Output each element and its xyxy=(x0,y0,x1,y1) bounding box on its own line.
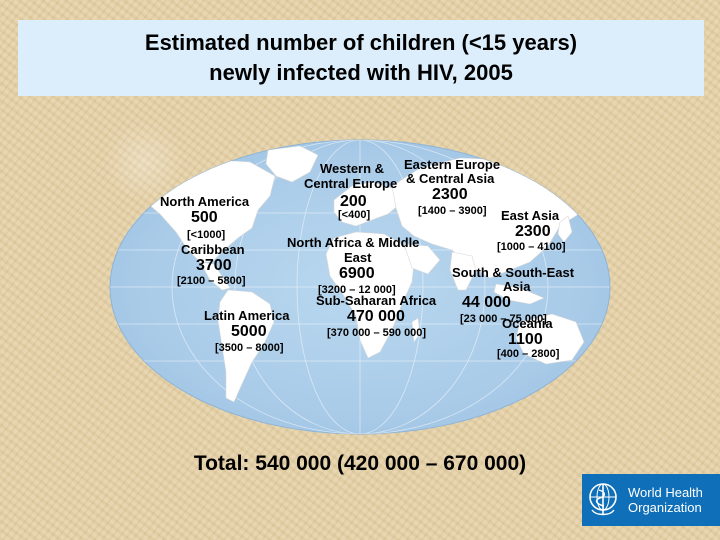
total-estimate: Total: 540 000 (420 000 – 670 000) xyxy=(193,452,527,475)
south-america-shape xyxy=(217,289,275,403)
latin-america-value: 5000 xyxy=(231,323,267,340)
japan-shape xyxy=(557,215,573,243)
who-logo-line-1: World Health xyxy=(628,485,703,500)
north-africa-middle-east-value: 6900 xyxy=(339,265,375,282)
title-line-1: Estimated number of children (<15 years) xyxy=(144,30,578,55)
south-southeast-asia-name-1: South & South-East xyxy=(452,265,575,280)
north-africa-middle-east-name-2: East xyxy=(344,250,372,265)
title-banner: Estimated number of children (<15 years)… xyxy=(18,20,704,96)
western-central-europe-name-2: Central Europe xyxy=(304,176,398,191)
east-asia-range: [1000 – 4100] xyxy=(497,241,566,253)
western-central-europe-name-1: Western & xyxy=(320,161,385,176)
africa-shape xyxy=(325,231,415,359)
north-america-name: North America xyxy=(160,194,250,209)
indonesia-shape xyxy=(493,283,545,305)
sub-saharan-africa-name: Sub-Saharan Africa xyxy=(316,293,437,308)
greenland-shape xyxy=(265,145,319,183)
madagascar-shape xyxy=(411,317,421,343)
new-zealand-shape xyxy=(593,355,603,379)
who-emblem-icon xyxy=(582,474,624,526)
latin-america-range: [3500 – 8000] xyxy=(215,342,284,354)
sub-saharan-africa-range: [370 000 – 590 000] xyxy=(327,327,427,339)
oceania-range: [400 – 2800] xyxy=(497,348,560,360)
western-central-europe-range: [<400] xyxy=(338,209,371,221)
eastern-europe-central-asia-name-2: & Central Asia xyxy=(406,171,495,186)
eastern-europe-central-asia-range: [1400 – 3900] xyxy=(418,205,487,217)
eastern-europe-central-asia-name-1: Eastern Europe xyxy=(404,157,501,172)
western-central-europe-value: 200 xyxy=(340,193,367,210)
north-africa-middle-east-name-1: North Africa & Middle xyxy=(287,235,420,250)
sub-saharan-africa-value: 470 000 xyxy=(347,308,405,325)
north-america-value: 500 xyxy=(191,209,218,226)
east-asia-name: East Asia xyxy=(501,208,560,223)
north-africa-middle-east-range: [3200 – 12 000] xyxy=(318,284,396,296)
caribbean-range: [2100 – 5800] xyxy=(177,275,246,287)
europe-shape xyxy=(333,181,401,227)
continents xyxy=(147,145,603,403)
australia-shape xyxy=(515,313,585,365)
title-line-2: newly infected with HIV, 2005 xyxy=(209,60,513,85)
south-southeast-asia-range: [23 000 – 75 000] xyxy=(460,313,547,325)
eastern-europe-central-asia-value: 2300 xyxy=(432,186,468,203)
north-america-range: [<1000] xyxy=(187,229,226,241)
oceania-value: 1100 xyxy=(508,331,543,348)
oceania-name: Oceania xyxy=(502,316,553,331)
caribbean-name: Caribbean xyxy=(181,242,245,257)
north-america-shape xyxy=(147,159,276,263)
south-southeast-asia-value: 44 000 xyxy=(462,294,511,311)
who-logo: World Health Organization xyxy=(582,474,720,526)
india-shape xyxy=(449,251,477,291)
central-america-shape xyxy=(199,261,231,291)
latin-america-name: Latin America xyxy=(204,308,290,323)
south-southeast-asia-name-2: Asia xyxy=(503,279,531,294)
who-logo-line-2: Organization xyxy=(628,500,702,515)
east-asia-value: 2300 xyxy=(515,223,551,240)
caribbean-value: 3700 xyxy=(196,257,232,274)
arabia-shape xyxy=(403,243,441,275)
